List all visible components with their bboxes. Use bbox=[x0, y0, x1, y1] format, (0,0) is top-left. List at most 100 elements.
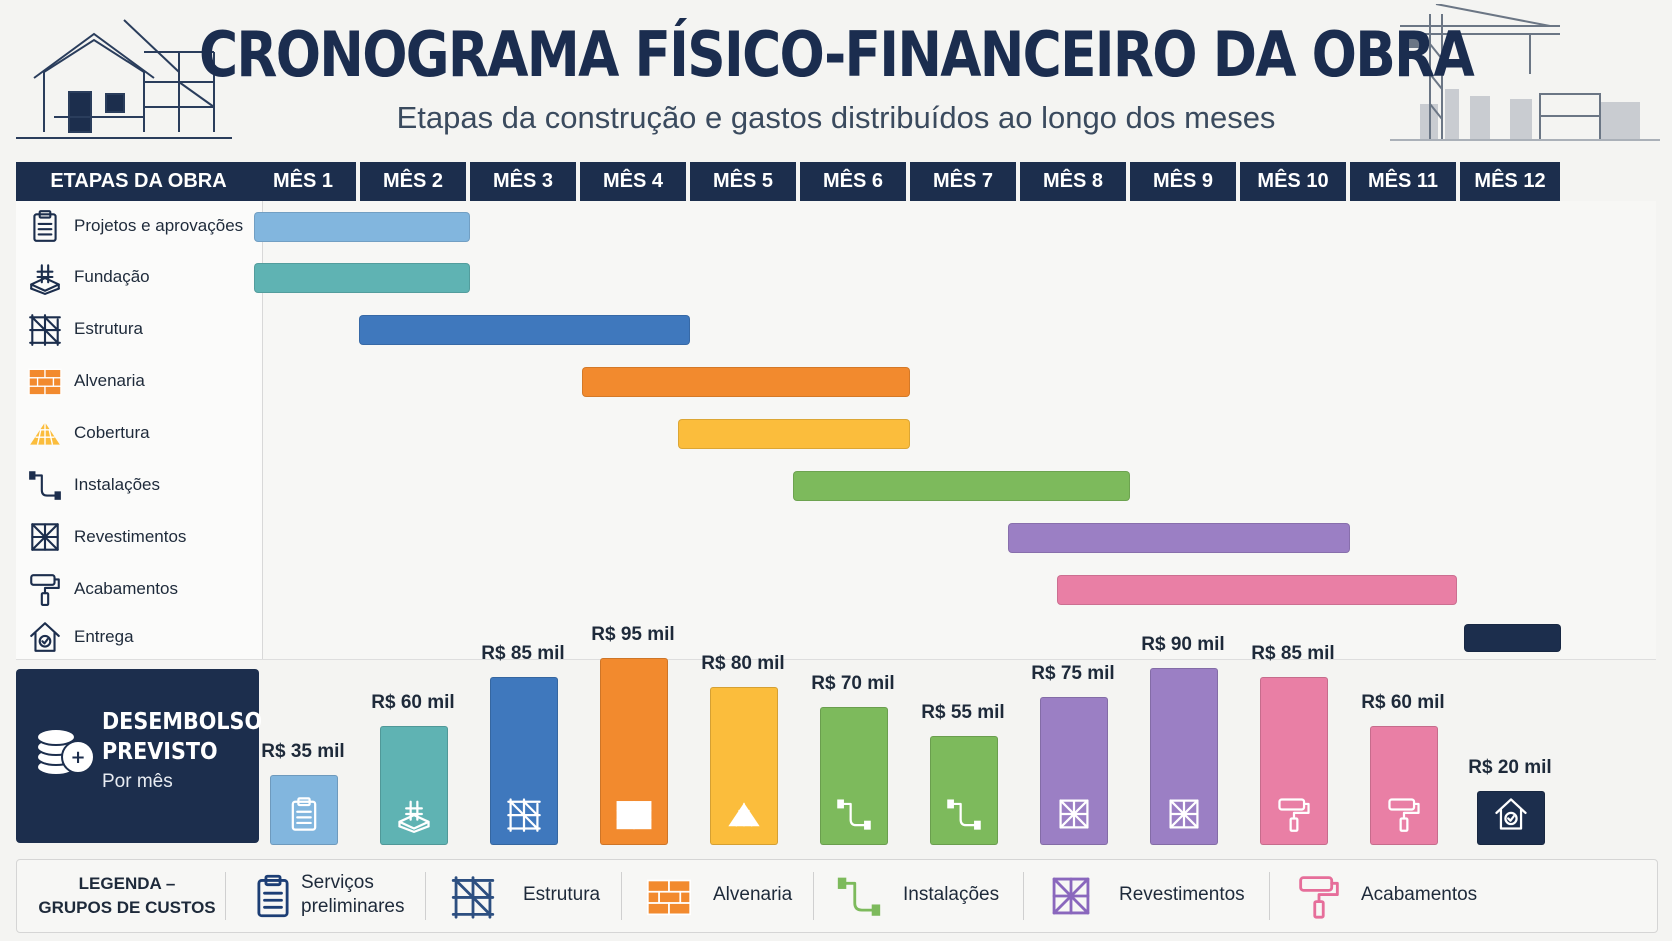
disbursement-value-label: R$ 75 mil bbox=[1031, 662, 1115, 684]
paint-roller-icon bbox=[1275, 795, 1313, 838]
month-header-2: MÊS 2 bbox=[360, 162, 466, 201]
paint-roller-icon bbox=[16, 571, 74, 607]
stage-label: Revestimentos bbox=[74, 527, 187, 546]
disbursement-value-label: R$ 60 mil bbox=[1361, 692, 1445, 713]
disbursement-title: DESEMBOLSO PREVISTO bbox=[102, 709, 263, 765]
legend-item-label: Serviços preliminares bbox=[301, 872, 405, 917]
month-header-12: MÊS 12 bbox=[1460, 162, 1560, 201]
month-header-4: MÊS 4 bbox=[580, 162, 686, 201]
disbursement-bar-1 bbox=[270, 774, 338, 845]
gantt-bar-4 bbox=[581, 366, 910, 397]
disbursement-bar-6 bbox=[820, 706, 888, 845]
paint-roller-icon bbox=[1385, 795, 1423, 838]
gantt-bar-2 bbox=[254, 263, 470, 293]
roof-tiles-icon bbox=[16, 415, 74, 451]
gantt-row bbox=[16, 614, 1656, 659]
disbursement-panel: + DESEMBOLSO PREVISTO Por mês bbox=[16, 669, 263, 843]
clipboard-icon bbox=[249, 872, 297, 925]
page-title: CRONOGRAMA FÍSICO-FINANCEIRO DA OBRA bbox=[198, 18, 1475, 91]
bricks-icon bbox=[645, 872, 693, 925]
scaffold-icon bbox=[449, 872, 497, 925]
gantt-bar-5 bbox=[677, 418, 910, 449]
disbursement-value-label: R$ 20 mil bbox=[1468, 757, 1552, 778]
month-header-10: MÊS 10 bbox=[1240, 162, 1346, 201]
bricks-icon bbox=[615, 795, 653, 838]
gantt-bar-9 bbox=[1464, 623, 1561, 652]
disbursement-value-label: R$ 35 mil bbox=[261, 740, 345, 762]
disbursement-value-label: R$ 90 mil bbox=[1141, 633, 1225, 655]
house-frame-illustration bbox=[16, 19, 232, 139]
disbursement-bar-4 bbox=[600, 657, 668, 845]
disbursement-bar-7 bbox=[930, 735, 998, 845]
foundation-icon bbox=[16, 259, 74, 295]
legend-separator bbox=[225, 872, 226, 920]
clipboard-icon bbox=[285, 795, 323, 838]
legend-separator bbox=[1269, 872, 1270, 920]
gantt-row bbox=[16, 511, 1656, 563]
stage-label: Alvenaria bbox=[74, 370, 145, 390]
disbursement-bar-10 bbox=[1260, 677, 1328, 845]
disbursement-bar-2 bbox=[380, 726, 448, 845]
stage-row-8: Acabamentos bbox=[16, 563, 263, 614]
gantt-bar-3 bbox=[358, 315, 690, 345]
paint-roller-icon bbox=[1295, 872, 1343, 925]
tile-icon bbox=[16, 519, 74, 555]
stage-label: Instalações bbox=[74, 475, 160, 494]
disbursement-bar-8 bbox=[1040, 696, 1108, 845]
pipe-icon bbox=[945, 795, 983, 838]
house-check-icon bbox=[16, 619, 74, 655]
disbursement-value-label: R$ 55 mil bbox=[921, 701, 1005, 723]
stage-label: Entrega bbox=[74, 626, 134, 646]
coins-icon: + bbox=[36, 728, 95, 776]
clipboard-icon bbox=[16, 208, 74, 244]
month-header-1: MÊS 1 bbox=[250, 162, 356, 201]
legend-item-label: Estrutura bbox=[523, 884, 601, 905]
month-header-5: MÊS 5 bbox=[690, 162, 796, 201]
disbursement-value-label: R$ 95 mil bbox=[591, 623, 675, 645]
gantt-bar-8 bbox=[1057, 574, 1457, 605]
page-subtitle: Etapas da construção e gastos distribuíd… bbox=[396, 100, 1276, 135]
stage-row-3: Estrutura bbox=[16, 303, 263, 355]
disbursement-subtitle: Por mês bbox=[102, 771, 173, 792]
tile-icon bbox=[1055, 795, 1093, 838]
legend-item-label: Revestimentos bbox=[1119, 884, 1245, 905]
month-header-6: MÊS 6 bbox=[800, 162, 906, 201]
disbursement-value-label: R$ 80 mil bbox=[701, 653, 785, 674]
month-header-7: MÊS 7 bbox=[910, 162, 1016, 201]
tile-icon bbox=[1165, 795, 1203, 838]
disbursement-value-label: R$ 85 mil bbox=[481, 643, 565, 665]
gantt-bar-1 bbox=[254, 212, 470, 242]
disbursement-value-label: R$ 60 mil bbox=[371, 692, 455, 713]
legend-title: LEGENDA – GRUPOS DE CUSTOS bbox=[38, 874, 216, 917]
legend-item-label: Acabamentos bbox=[1361, 884, 1478, 905]
gantt-bar-6 bbox=[793, 471, 1130, 501]
disbursement-bar-9 bbox=[1150, 667, 1218, 845]
legend-separator bbox=[425, 872, 426, 920]
bricks-icon bbox=[16, 363, 74, 399]
disbursement-bar-3 bbox=[490, 677, 558, 845]
house-check-icon bbox=[1492, 795, 1530, 838]
foundation-icon bbox=[395, 795, 433, 838]
stage-row-5: Cobertura bbox=[16, 406, 263, 459]
stages-header: ETAPAS DA OBRA bbox=[16, 162, 261, 201]
disbursement-value-label: R$ 85 mil bbox=[1251, 643, 1335, 665]
roof-tiles-icon bbox=[725, 795, 763, 838]
month-header-11: MÊS 11 bbox=[1350, 162, 1456, 201]
legend-item-label: Instalações bbox=[903, 884, 1000, 905]
stage-label: Cobertura bbox=[74, 422, 150, 442]
stage-row-7: Revestimentos bbox=[16, 511, 263, 563]
stages-header-label: ETAPAS DA OBRA bbox=[50, 170, 227, 192]
month-header-3: MÊS 3 bbox=[470, 162, 576, 201]
month-header-8: MÊS 8 bbox=[1020, 162, 1126, 201]
disbursement-bar-5 bbox=[710, 687, 778, 845]
pipe-icon bbox=[835, 872, 883, 925]
pipe-icon bbox=[835, 795, 873, 838]
month-header-9: MÊS 9 bbox=[1130, 162, 1236, 201]
stage-label: Acabamentos bbox=[74, 578, 178, 598]
svg-text:+: + bbox=[70, 747, 85, 768]
stage-row-4: Alvenaria bbox=[16, 355, 263, 406]
disbursement-value-label: R$ 70 mil bbox=[811, 672, 895, 694]
pipe-icon bbox=[16, 467, 74, 503]
legend: LEGENDA – GRUPOS DE CUSTOS Serviços prel… bbox=[16, 859, 1658, 933]
row-divider bbox=[16, 659, 1656, 660]
